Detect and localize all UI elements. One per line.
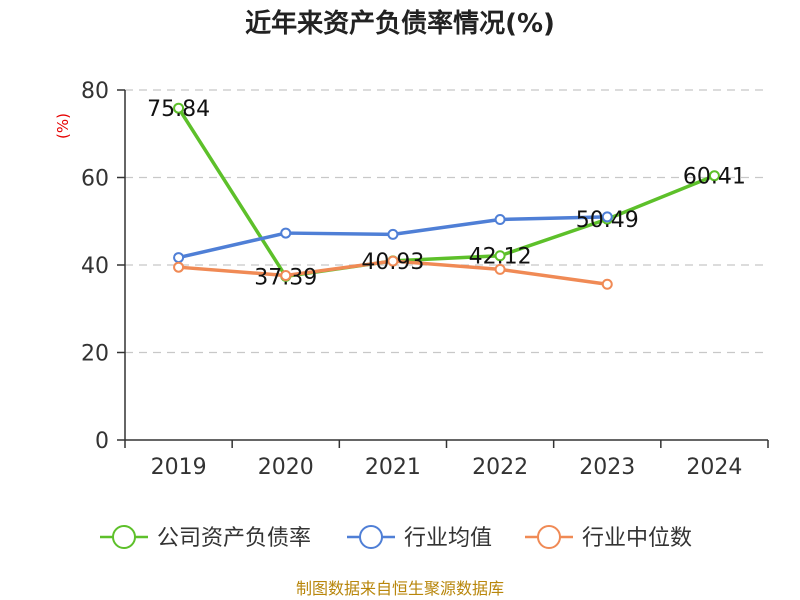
series-point-2 [494,214,506,225]
series-point-1 [708,170,720,182]
x-tick-label: 2022 [472,455,528,480]
grid-lines [125,89,768,354]
series-point-3 [601,278,613,290]
x-tick-label: 2019 [151,455,207,480]
chart-title: 近年来资产负债率情况(%) [245,8,555,39]
series-point-2 [601,211,613,223]
y-tick-label: 20 [81,342,109,367]
legend-label-3: 行业中位数 [582,526,692,551]
x-tick-label: 2020 [258,455,314,480]
legend-marker-3 [537,525,561,549]
data-label: 40.93 [361,250,424,275]
y-tick-label: 60 [81,167,109,192]
data-label: 75.84 [147,97,210,122]
series-line-1 [177,107,716,279]
data-label: 50.49 [576,208,639,233]
source-note: 制图数据来自恒生聚源数据库 [296,579,504,598]
y-tick-label: 40 [81,254,109,279]
x-tick-label: 2021 [365,455,421,480]
y-tick-label: 0 [95,429,109,454]
series-lines [173,102,720,290]
series-point-2 [173,252,185,264]
x-tick-label: 2024 [686,455,742,480]
legend[interactable]: 公司资产负债率 行业均值 行业中位数 [100,525,692,551]
x-tick-label: 2023 [579,455,635,480]
series-point-2 [387,228,399,240]
series-point-3 [280,270,292,281]
series-point-2 [280,227,292,239]
legend-label-1: 公司资产负债率 [157,526,311,551]
series-point-3 [494,263,506,275]
data-label: 60.41 [683,165,746,190]
series-point-1 [173,102,185,114]
series-point-1 [494,250,506,262]
series-point-3 [387,255,399,267]
axes: 0 20 40 60 80 2019 2020 2021 2022 2023 2024 [81,79,769,480]
y-axis-unit-label: (%) [54,113,72,139]
legend-marker-2 [359,525,383,549]
y-tick-label: 80 [81,79,109,104]
data-labels: 75.84 37.39 40.93 42.12 50.49 60.41 [147,97,746,290]
legend-marker-1 [112,525,136,549]
data-label: 37.39 [254,265,317,290]
series-point-3 [173,261,185,273]
legend-label-2: 行业均值 [404,526,492,551]
data-label: 42.12 [469,245,532,270]
